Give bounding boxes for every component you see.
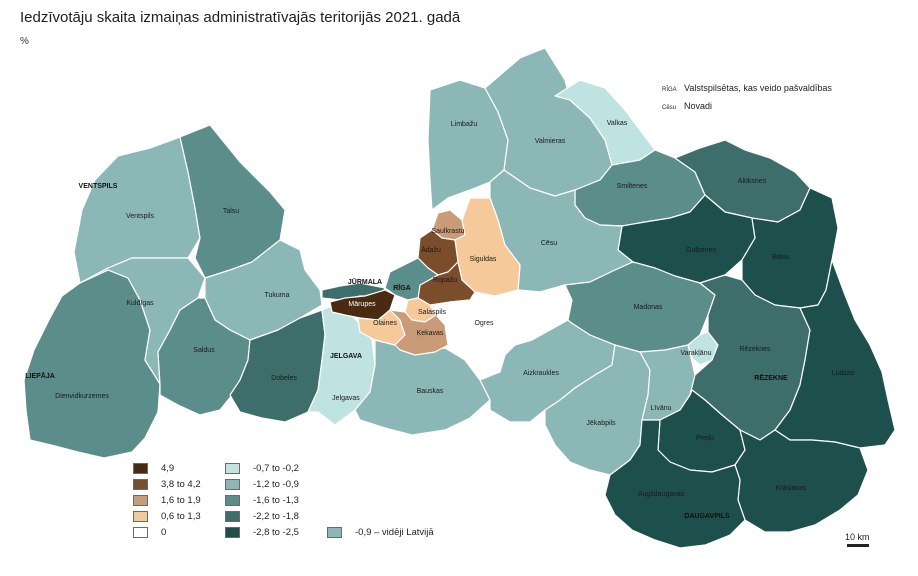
- legend-label: 0,6 to 1,3: [161, 511, 201, 522]
- label-siguldas: Siguldas: [470, 256, 497, 263]
- region-saldus: [157, 297, 251, 416]
- label-aluksnes: Alūksnes: [738, 178, 767, 185]
- label-talsu: Talsu: [223, 208, 239, 215]
- key-region: Cēsu Novadi: [662, 98, 832, 116]
- legend-item-8: -1,6 to -1,3: [225, 495, 299, 506]
- legend-item-9: -2,2 to -1,8: [225, 511, 299, 522]
- city-riga: RĪGA: [393, 284, 411, 292]
- label-dobeles: Dobeles: [271, 375, 297, 382]
- naming-key: RĪGA Valstspilsētas, kas veido pašvaldība…: [662, 80, 832, 116]
- label-valkas: Valkas: [607, 120, 628, 127]
- label-saulkrastu: Saulkrastu: [431, 228, 464, 235]
- city-liepaja: LIEPĀJA: [25, 372, 55, 380]
- legend-swatch: [225, 479, 240, 490]
- scale-line: [847, 544, 869, 547]
- label-preilu: Preiļu: [696, 435, 714, 442]
- legend-item-10: -2,8 to -2,5: [225, 527, 299, 538]
- legend-label: 3,8 to 4,2: [161, 479, 201, 490]
- unit-label: %: [20, 36, 29, 47]
- label-kekavas: Ķekavas: [417, 330, 444, 337]
- label-ventspils: Ventspils: [126, 213, 155, 220]
- legend-label: -1,2 to -0,9: [253, 479, 299, 490]
- city-ventspils: VENTSPILS: [79, 183, 118, 190]
- label-madonas: Madonas: [634, 304, 663, 311]
- label-bauskas: Bauskas: [417, 388, 444, 395]
- label-kuldigas: Kuldīgas: [126, 300, 154, 307]
- label-jekabpils: Jēkabpils: [586, 420, 616, 427]
- map-title: Iedzīvotāju skaita izmaiņas administratī…: [20, 9, 461, 26]
- legend-item-average: -0,9 – vidēji Latvijā: [327, 527, 434, 538]
- key-city-example: RĪGA: [662, 87, 677, 93]
- legend-item-3: 1,6 to 1,9: [133, 495, 201, 506]
- label-limbazu: Limbažu: [451, 121, 478, 128]
- label-saldus: Saldus: [193, 347, 215, 354]
- label-ogres: Ogres: [474, 320, 494, 327]
- legend-swatch: [133, 495, 148, 506]
- label-ludzas: Ludzas: [832, 370, 855, 377]
- label-dienvidkurzemes: Dienvidkurzemes: [55, 393, 109, 400]
- label-ropazu: Ropažu: [433, 277, 457, 284]
- legend-item-1: 4,9: [133, 463, 174, 474]
- key-city-desc: Valstspilsētas, kas veido pašvaldības: [684, 83, 832, 93]
- label-marupes: Mārupes: [348, 301, 376, 308]
- region-kraslavas: [734, 429, 869, 533]
- label-jelgavas: Jelgavas: [332, 395, 360, 402]
- legend-swatch: [225, 463, 240, 474]
- label-aizkraukles: Aizkraukles: [523, 370, 559, 377]
- key-city: RĪGA Valstspilsētas, kas veido pašvaldība…: [662, 80, 832, 98]
- legend-item-7: -1,2 to -0,9: [225, 479, 299, 490]
- legend-swatch: [327, 527, 342, 538]
- scale-label: 10 km: [845, 532, 870, 542]
- legend-swatch: [133, 479, 148, 490]
- legend-label: 0: [161, 527, 167, 538]
- label-cesu: Cēsu: [541, 240, 557, 247]
- legend-swatch: [133, 527, 148, 538]
- label-tukuma: Tukuma: [264, 292, 289, 299]
- label-varaklanu: Varakļānu: [680, 350, 711, 357]
- legend-label: -2,8 to -2,5: [253, 527, 299, 538]
- key-region-example: Cēsu: [662, 105, 677, 111]
- legend-label: 1,6 to 1,9: [161, 495, 201, 506]
- legend-label: 4,9: [161, 463, 175, 474]
- legend-swatch: [225, 527, 240, 538]
- legend-label: -2,2 to -1,8: [253, 511, 299, 522]
- label-rezeknes: Rēzeknes: [739, 346, 771, 353]
- label-salaspils: Salaspils: [418, 309, 447, 316]
- legend-swatch: [133, 511, 148, 522]
- legend-item-5: 0: [133, 527, 166, 538]
- legend-swatch: [225, 495, 240, 506]
- label-olaines: Olaines: [373, 320, 397, 327]
- legend-item-2: 3,8 to 4,2: [133, 479, 201, 490]
- legend-item-4: 0,6 to 1,3: [133, 511, 201, 522]
- region-kekavas: [389, 309, 449, 356]
- legend-label: -1,6 to -1,3: [253, 495, 299, 506]
- scale-bar: 10 km: [845, 532, 870, 547]
- label-gulbenes: Gulbenes: [686, 247, 716, 254]
- legend-swatch: [133, 463, 148, 474]
- region-augsdaugavas: [604, 419, 746, 549]
- label-adazu: Ādažu: [421, 246, 441, 254]
- city-rezekne: RĒZEKNE: [754, 374, 788, 382]
- city-jelgava: JELGAVA: [330, 353, 362, 360]
- label-balvu: Balvu: [772, 254, 790, 261]
- label-augsdaugavas: Augšdaugavas: [638, 491, 685, 498]
- label-livanu: Līvānu: [650, 405, 671, 412]
- label-kraslavas: Krāslavas: [776, 485, 807, 492]
- key-region-desc: Novadi: [684, 101, 713, 111]
- legend-label: -0,9 – vidēji Latvijā: [355, 527, 434, 538]
- label-valmieras: Valmieras: [535, 138, 566, 145]
- legend-swatch: [225, 511, 240, 522]
- city-jurmala: JŪRMALA: [348, 278, 382, 286]
- legend-item-6: -0,7 to -0,2: [225, 463, 299, 474]
- city-daugavpils: DAUGAVPILS: [684, 513, 730, 520]
- label-smiltenes: Smiltenes: [617, 183, 648, 190]
- legend-label: -0,7 to -0,2: [253, 463, 299, 474]
